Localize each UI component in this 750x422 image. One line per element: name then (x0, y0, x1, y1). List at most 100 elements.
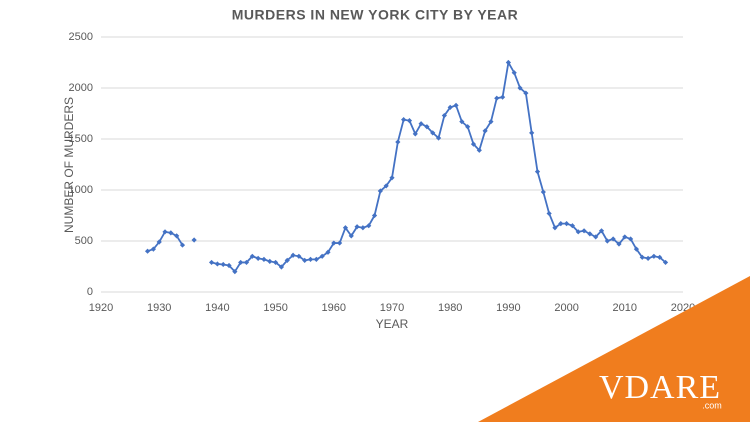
data-point (243, 259, 250, 266)
data-point (465, 124, 471, 130)
data-point (552, 225, 558, 231)
data-point (441, 112, 447, 119)
data-point (616, 241, 622, 247)
x-tick-label: 1990 (496, 302, 520, 314)
data-point (622, 234, 628, 240)
data-point (162, 229, 168, 235)
data-point (645, 255, 651, 261)
data-point (470, 141, 477, 147)
data-point (587, 231, 593, 237)
data-point (517, 85, 523, 91)
data-point (144, 248, 151, 254)
x-tick-label: 1930 (147, 302, 171, 314)
data-point (488, 119, 494, 125)
data-point (529, 130, 535, 136)
x-axis-label: YEAR (376, 317, 409, 331)
y-tick-label: 2000 (69, 82, 93, 94)
data-point (476, 147, 482, 153)
data-point (558, 221, 564, 227)
y-tick-label: 500 (75, 235, 93, 247)
data-point (389, 175, 395, 181)
data-point (395, 139, 401, 145)
data-point (651, 253, 657, 259)
x-tick-label: 1970 (380, 302, 404, 314)
data-point (581, 228, 587, 234)
data-point (546, 210, 552, 217)
data-point (534, 169, 541, 175)
data-point (191, 237, 197, 243)
x-tick-label: 1920 (89, 302, 113, 314)
data-point (482, 128, 488, 134)
data-point (430, 130, 436, 136)
data-point (226, 262, 232, 269)
data-point (564, 221, 570, 227)
data-point (511, 70, 517, 76)
x-tick-label: 2010 (613, 302, 637, 314)
x-tick-label: 1940 (205, 302, 229, 314)
data-point (307, 256, 314, 262)
data-point (499, 94, 506, 100)
data-point (296, 253, 302, 259)
data-point (628, 236, 634, 242)
data-point (156, 239, 162, 245)
x-tick-label: 1980 (438, 302, 462, 314)
watermark-domain: .com (702, 400, 722, 410)
data-point (360, 225, 366, 231)
data-point (302, 257, 308, 263)
data-point (238, 259, 244, 266)
data-point (610, 236, 616, 242)
data-point (290, 252, 296, 258)
data-point (593, 234, 599, 240)
data-point (424, 124, 430, 130)
data-point (348, 233, 354, 239)
data-point (337, 240, 343, 246)
data-point (179, 242, 186, 248)
x-tick-label: 1950 (263, 302, 287, 314)
data-point (662, 259, 669, 266)
data-point (406, 118, 413, 124)
data-point (267, 258, 273, 264)
data-point (168, 230, 174, 236)
data-point (249, 253, 255, 259)
data-point (412, 131, 418, 137)
data-point (331, 240, 337, 246)
data-point (494, 95, 500, 101)
y-axis-label: NUMBER OF MURDERS (62, 97, 76, 233)
x-tick-label: 2000 (554, 302, 578, 314)
data-point (598, 228, 605, 234)
data-point (342, 225, 349, 231)
data-point (273, 259, 279, 266)
y-tick-label: 0 (87, 286, 93, 298)
data-point (435, 135, 442, 141)
data-point (255, 255, 261, 261)
data-point (174, 233, 180, 239)
data-point (371, 212, 378, 219)
data-point (505, 59, 511, 66)
y-tick-label: 1000 (69, 184, 93, 196)
data-line (147, 59, 667, 274)
data-point (278, 264, 285, 270)
x-tick-label: 1960 (322, 302, 346, 314)
data-point (459, 119, 465, 125)
y-tick-label: 1500 (69, 133, 93, 145)
data-point (575, 229, 581, 235)
data-point (377, 188, 383, 194)
data-point (418, 121, 424, 127)
data-point (150, 246, 156, 252)
data-point (633, 246, 640, 252)
watermark-brand: VDARE (599, 369, 721, 406)
data-point (453, 102, 459, 108)
data-point (366, 223, 372, 229)
data-point (261, 256, 267, 262)
data-point (540, 189, 546, 195)
data-point (284, 257, 290, 263)
data-point (232, 269, 238, 275)
data-point (383, 183, 389, 189)
data-point (447, 104, 453, 110)
data-point (401, 117, 407, 123)
data-point (319, 253, 325, 259)
data-point (313, 256, 319, 262)
data-point (639, 254, 645, 260)
